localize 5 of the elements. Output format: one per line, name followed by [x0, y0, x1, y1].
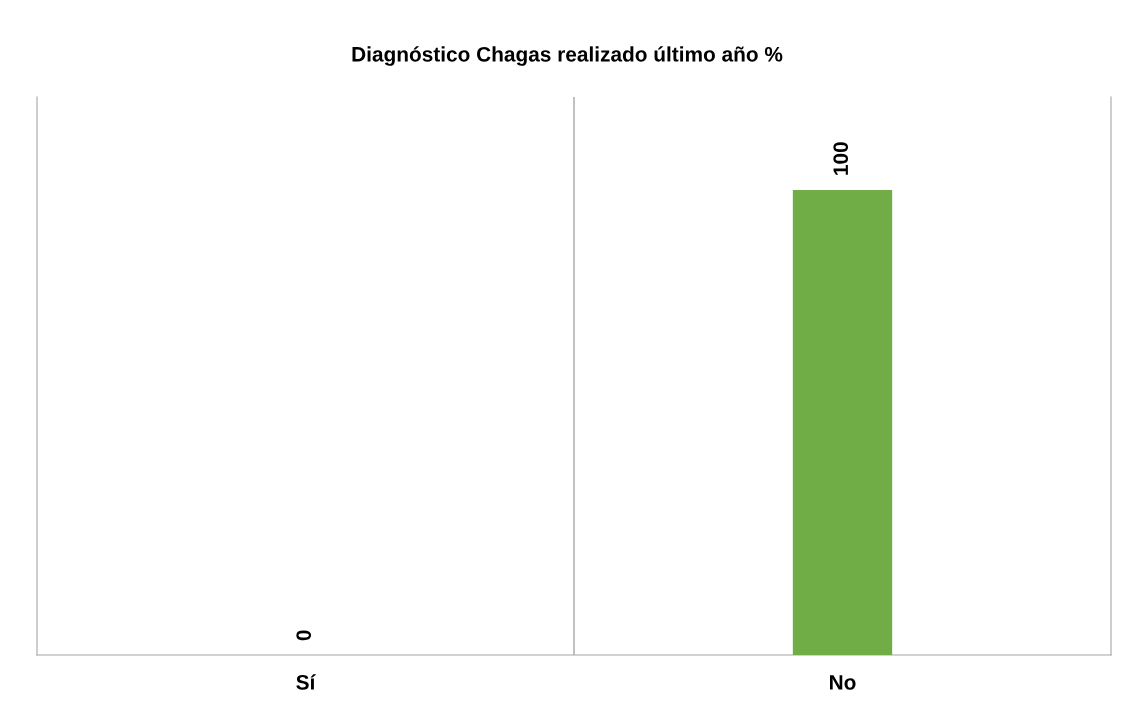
x-tick-label: Sí: [296, 674, 316, 690]
data-label: 100: [833, 142, 849, 175]
chart-title: Diagnóstico Chagas realizado último año %: [352, 46, 783, 66]
data-label: 0: [296, 630, 312, 641]
x-tick-label: No: [830, 675, 856, 690]
